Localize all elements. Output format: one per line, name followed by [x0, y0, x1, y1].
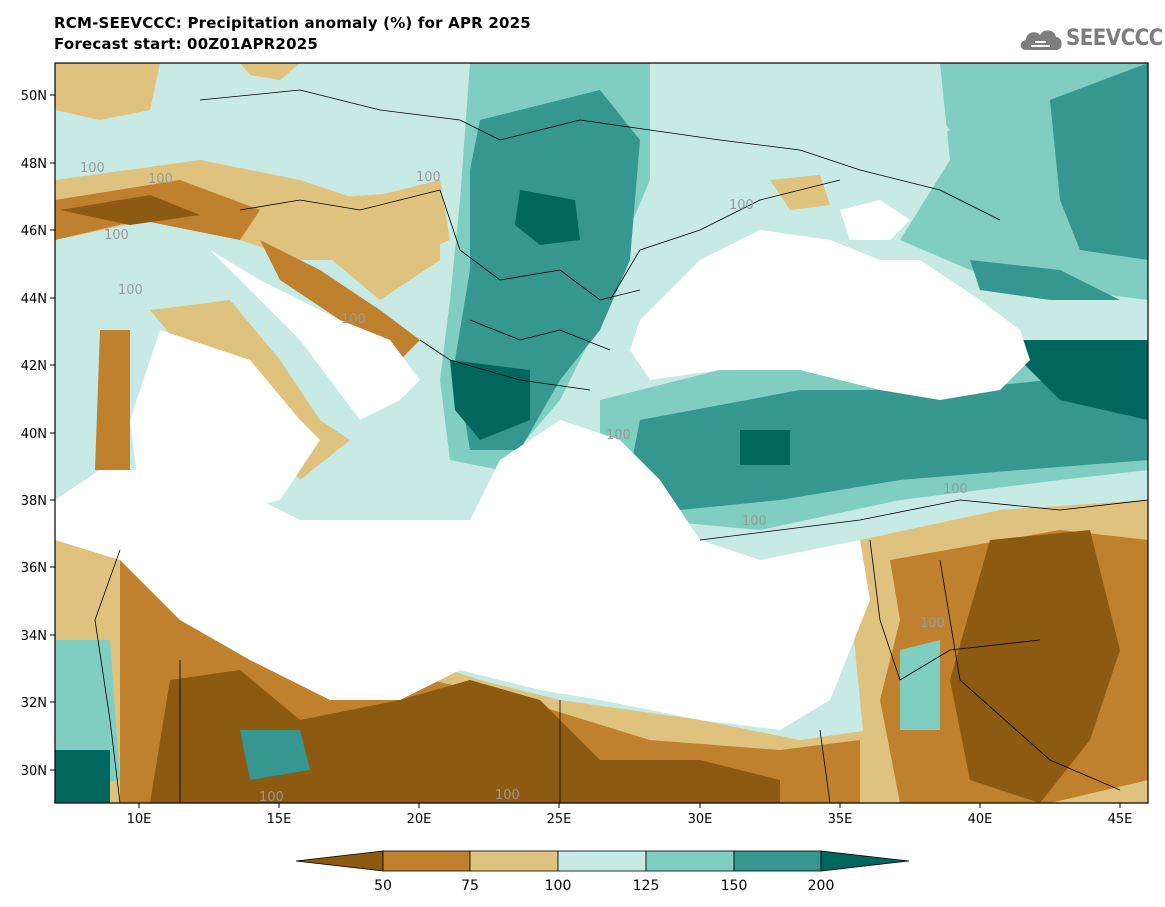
contour-label: 100 — [148, 172, 173, 187]
contour-label: 100 — [943, 482, 968, 497]
contour-label: 100 — [118, 283, 143, 298]
lat-tick-label: 30N — [21, 764, 47, 779]
contour-label: 100 — [259, 790, 284, 805]
contour-label: 100 — [80, 161, 105, 176]
colorbar-segment-below-50 — [295, 850, 384, 872]
anomaly-field — [55, 63, 1148, 803]
cloud-logo-icon — [1020, 30, 1062, 50]
colorbar-segment-50-75 — [382, 850, 471, 872]
contour-label: 100 — [606, 428, 631, 443]
contour-label: 100 — [495, 788, 520, 803]
lat-ticks — [50, 94, 55, 771]
colorbar-segment-75-100 — [469, 850, 559, 872]
contour-label: 100 — [416, 170, 441, 185]
colorbar: 50 75 100 125 150 200 — [295, 850, 910, 894]
lon-tick-label: 15E — [267, 812, 292, 827]
contour-label: 100 — [104, 228, 129, 243]
lon-tick-label: 35E — [828, 812, 853, 827]
map-title: RCM-SEEVCCC: Precipitation anomaly (%) f… — [54, 14, 531, 32]
lat-tick-label: 32N — [21, 696, 47, 711]
colorbar-label: 125 — [633, 878, 660, 894]
lon-tick-label: 45E — [1108, 812, 1133, 827]
lat-tick-label: 38N — [21, 494, 47, 509]
lon-tick-labels: 10E 15E 20E 25E 30E 35E 40E 45E — [127, 812, 1133, 827]
contour-label: 100 — [341, 312, 366, 327]
lat-tick-labels: 50N 48N 46N 44N 42N 40N 38N 36N 34N 32N … — [21, 89, 47, 779]
lat-tick-label: 42N — [21, 359, 47, 374]
lon-tick-label: 30E — [688, 812, 713, 827]
lon-tick-label: 10E — [127, 812, 152, 827]
lat-tick-label: 36N — [21, 561, 47, 576]
contour-label: 100 — [729, 198, 754, 213]
lon-tick-label: 20E — [407, 812, 432, 827]
colorbar-label: 200 — [808, 878, 835, 894]
colorbar-segment-150-200 — [733, 850, 822, 872]
lat-tick-label: 48N — [21, 157, 47, 172]
lat-tick-label: 40N — [21, 427, 47, 442]
colorbar-label: 100 — [545, 878, 572, 894]
lon-ticks — [138, 803, 1121, 808]
lon-tick-label: 25E — [547, 812, 572, 827]
lat-tick-label: 46N — [21, 224, 47, 239]
forecast-start: Forecast start: 00Z01APR2025 — [54, 35, 318, 53]
lon-tick-label: 40E — [968, 812, 993, 827]
colorbar-label: 75 — [461, 878, 479, 894]
country-borders — [94, 89, 1148, 803]
contour-label: 100 — [920, 616, 945, 631]
colorbar-label: 150 — [721, 878, 748, 894]
logo-text: SEEVCCC — [1066, 26, 1163, 51]
colorbar-segment-above-200 — [820, 850, 910, 872]
contour-label: 100 — [742, 514, 767, 529]
colorbar-label: 50 — [374, 878, 392, 894]
contour-labels: 100 100 100 100 100 100 100 100 100 100 … — [80, 161, 968, 805]
lat-tick-label: 50N — [21, 89, 47, 104]
lat-tick-label: 34N — [21, 629, 47, 644]
colorbar-segment-125-150 — [645, 850, 735, 872]
lat-tick-label: 44N — [21, 292, 47, 307]
colorbar-segment-100-125 — [557, 850, 647, 872]
